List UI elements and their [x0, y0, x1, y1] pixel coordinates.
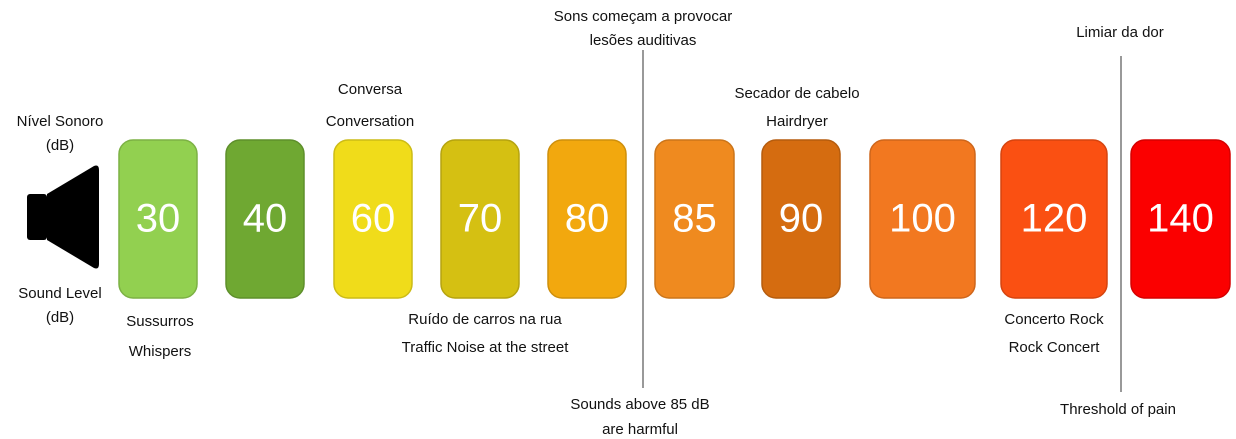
level-box — [654, 139, 735, 299]
label: Nível Sonoro — [17, 113, 104, 130]
label: Ruído de carros na rua — [408, 311, 562, 328]
label: Concerto Rock — [1004, 311, 1104, 328]
label: Secador de cabelo — [734, 85, 859, 102]
level-value: 100 — [889, 197, 956, 241]
label: Sons começam a provocar — [554, 8, 732, 25]
label: Sussurros — [126, 313, 194, 330]
level-value: 90 — [779, 197, 824, 241]
level-value: 80 — [565, 197, 610, 241]
level-box — [225, 139, 305, 299]
label: Hairdryer — [766, 113, 828, 130]
label: Limiar da dor — [1076, 24, 1164, 41]
label: (dB) — [46, 309, 74, 326]
label: Whispers — [129, 343, 192, 360]
level-value: 140 — [1147, 197, 1214, 241]
level-value: 60 — [351, 197, 396, 241]
speaker-icon — [27, 165, 99, 269]
level-box — [547, 139, 627, 299]
label: Conversa — [338, 81, 403, 98]
label: Sounds above 85 dB — [570, 396, 709, 413]
level-box — [333, 139, 413, 299]
level-value: 70 — [458, 197, 503, 241]
label: Conversation — [326, 113, 414, 130]
label: are harmful — [602, 421, 678, 438]
level-value: 85 — [672, 197, 717, 241]
label: Sound Level — [18, 285, 101, 302]
level-box — [869, 139, 976, 299]
level-box — [440, 139, 520, 299]
level-box — [1130, 139, 1231, 299]
label: Rock Concert — [1009, 339, 1101, 356]
label: (dB) — [46, 137, 74, 154]
level-box — [761, 139, 841, 299]
label: Traffic Noise at the street — [402, 339, 570, 356]
level-box — [118, 139, 198, 299]
level-value: 120 — [1021, 197, 1088, 241]
level-value: 30 — [136, 197, 181, 241]
level-value: 40 — [243, 197, 288, 241]
label: Threshold of pain — [1060, 401, 1176, 418]
level-box — [1000, 139, 1108, 299]
label: lesões auditivas — [590, 32, 697, 49]
